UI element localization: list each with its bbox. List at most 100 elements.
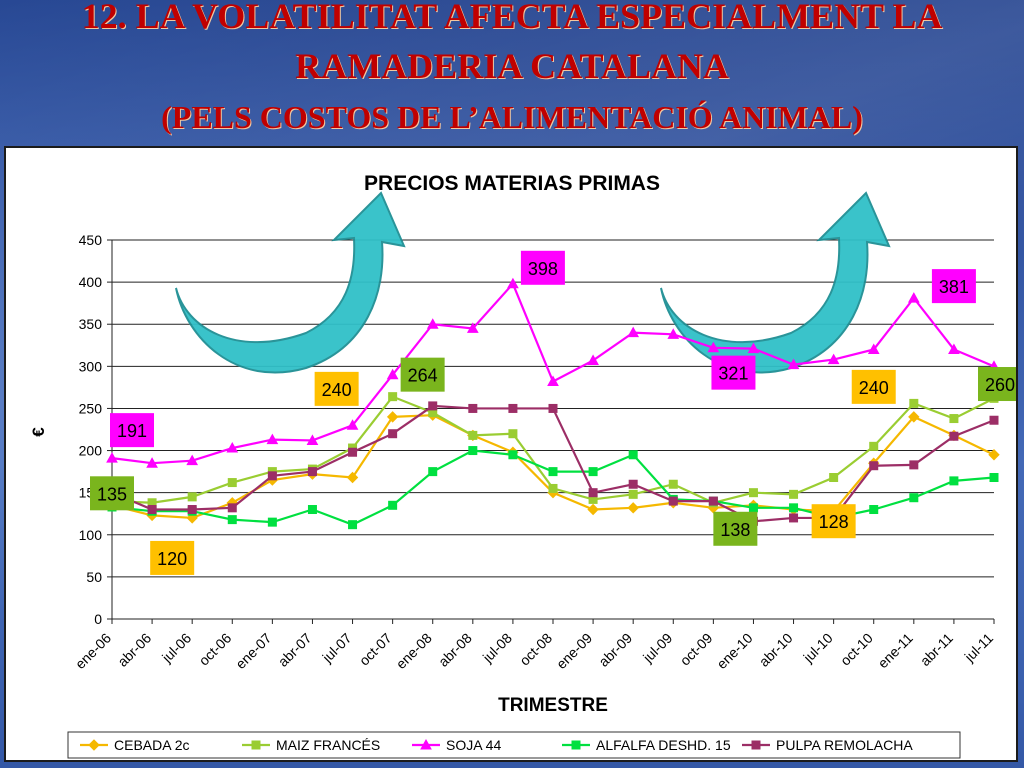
data-label-text: 191 xyxy=(117,421,147,441)
legend-entry: SOJA 44 xyxy=(412,737,501,753)
data-point xyxy=(668,496,678,506)
data-point xyxy=(187,492,197,502)
data-point xyxy=(628,450,638,460)
data-point xyxy=(306,434,319,445)
data-point xyxy=(989,415,999,425)
data-point xyxy=(949,431,959,441)
data-point xyxy=(909,398,919,408)
y-tick-label: 250 xyxy=(79,400,103,416)
data-label: 138 xyxy=(713,511,758,546)
data-point xyxy=(869,505,879,515)
legend-marker xyxy=(751,740,761,750)
data-point xyxy=(388,429,398,439)
x-tick-label: oct-10 xyxy=(837,630,876,669)
data-label-text: 240 xyxy=(859,378,889,398)
data-label: 260 xyxy=(978,367,1022,402)
legend-entry: MAIZ FRANCÉS xyxy=(242,737,380,753)
data-label-text: 120 xyxy=(157,549,187,569)
data-point xyxy=(348,520,358,530)
data-label-box xyxy=(931,269,976,304)
series-pulpa-remolacha xyxy=(107,401,999,526)
data-point xyxy=(909,493,919,503)
x-tick-label: jul-10 xyxy=(800,630,836,666)
data-point xyxy=(307,505,317,515)
data-point xyxy=(708,496,718,506)
data-point xyxy=(468,430,478,440)
data-label: 398 xyxy=(520,250,565,285)
data-point xyxy=(748,488,758,498)
data-label-box xyxy=(851,369,896,404)
x-tick-label: abr-08 xyxy=(435,630,475,670)
data-point xyxy=(789,513,799,523)
data-label: 240 xyxy=(314,371,359,406)
data-point xyxy=(548,403,558,413)
data-point xyxy=(627,326,640,338)
y-axis-label: € xyxy=(29,427,48,437)
data-point xyxy=(227,478,237,488)
data-label-box xyxy=(713,511,758,546)
data-point xyxy=(508,429,518,439)
data-label-box xyxy=(978,367,1022,402)
legend-marker xyxy=(420,738,432,750)
x-tick-label: oct-09 xyxy=(677,630,716,669)
data-point xyxy=(668,479,678,489)
data-point xyxy=(587,503,599,516)
data-label: 128 xyxy=(811,504,856,539)
x-tick-label: abr-10 xyxy=(756,630,796,670)
title-line-3: (PELS COSTOS DE L’ALIMENTACIÓ ANIMAL) xyxy=(161,99,863,135)
data-point xyxy=(707,341,720,353)
y-tick-label: 400 xyxy=(79,274,103,290)
data-point xyxy=(908,411,920,423)
title-line-1: 12. LA VOLATILITAT AFECTA ESPECIALMENT L… xyxy=(81,0,943,36)
x-tick-label: ene-07 xyxy=(232,630,274,672)
data-point xyxy=(388,500,398,510)
x-tick-label: ene-06 xyxy=(72,630,114,672)
data-point xyxy=(588,467,598,477)
data-label-text: 135 xyxy=(97,484,127,504)
data-point xyxy=(348,447,358,457)
legend-entry: CEBADA 2c xyxy=(80,737,189,753)
series-line xyxy=(111,404,995,523)
series-group xyxy=(106,277,1000,530)
data-label-box xyxy=(400,357,445,392)
data-point xyxy=(989,473,999,483)
data-point xyxy=(747,342,760,354)
x-tick-label: ene-08 xyxy=(393,630,435,672)
x-tick-label: abr-11 xyxy=(917,630,956,669)
data-label-box xyxy=(150,540,195,575)
data-label-box xyxy=(110,413,154,448)
x-tick-label: ene-11 xyxy=(875,630,917,672)
data-point xyxy=(106,452,118,463)
x-tick-label: jul-08 xyxy=(479,630,515,666)
x-tick-label: abr-09 xyxy=(595,630,635,670)
data-point xyxy=(267,517,277,527)
legend-label: SOJA 44 xyxy=(446,737,501,753)
data-label-text: 264 xyxy=(408,366,438,386)
data-point xyxy=(428,401,438,411)
data-point xyxy=(468,403,478,413)
data-point xyxy=(226,441,239,453)
data-label-text: 138 xyxy=(720,520,750,540)
x-tick-label: ene-10 xyxy=(713,630,755,672)
data-point xyxy=(949,476,959,486)
data-point xyxy=(508,450,518,460)
data-point xyxy=(667,328,680,339)
data-point xyxy=(508,403,518,413)
y-tick-label: 450 xyxy=(79,232,103,248)
data-point xyxy=(468,446,478,456)
data-point xyxy=(548,467,558,477)
data-point xyxy=(909,460,919,470)
data-point xyxy=(949,414,959,424)
trend-arrows xyxy=(175,191,891,374)
data-point xyxy=(627,502,639,514)
legend-label: MAIZ FRANCÉS xyxy=(276,737,380,753)
data-point xyxy=(386,411,399,423)
legend-label: PULPA REMOLACHA xyxy=(776,737,913,753)
legend-label: CEBADA 2c xyxy=(114,737,189,753)
data-point xyxy=(547,375,559,386)
data-point xyxy=(869,441,879,451)
annotation-labels: 191 135 120 240 264 398 138 321 128 240 381 260 xyxy=(90,250,1022,575)
chart-title: PRECIOS MATERIAS PRIMAS xyxy=(364,172,660,195)
y-axis-ticks: 050100150200250300350400450 xyxy=(79,232,112,627)
data-point xyxy=(988,449,1000,461)
